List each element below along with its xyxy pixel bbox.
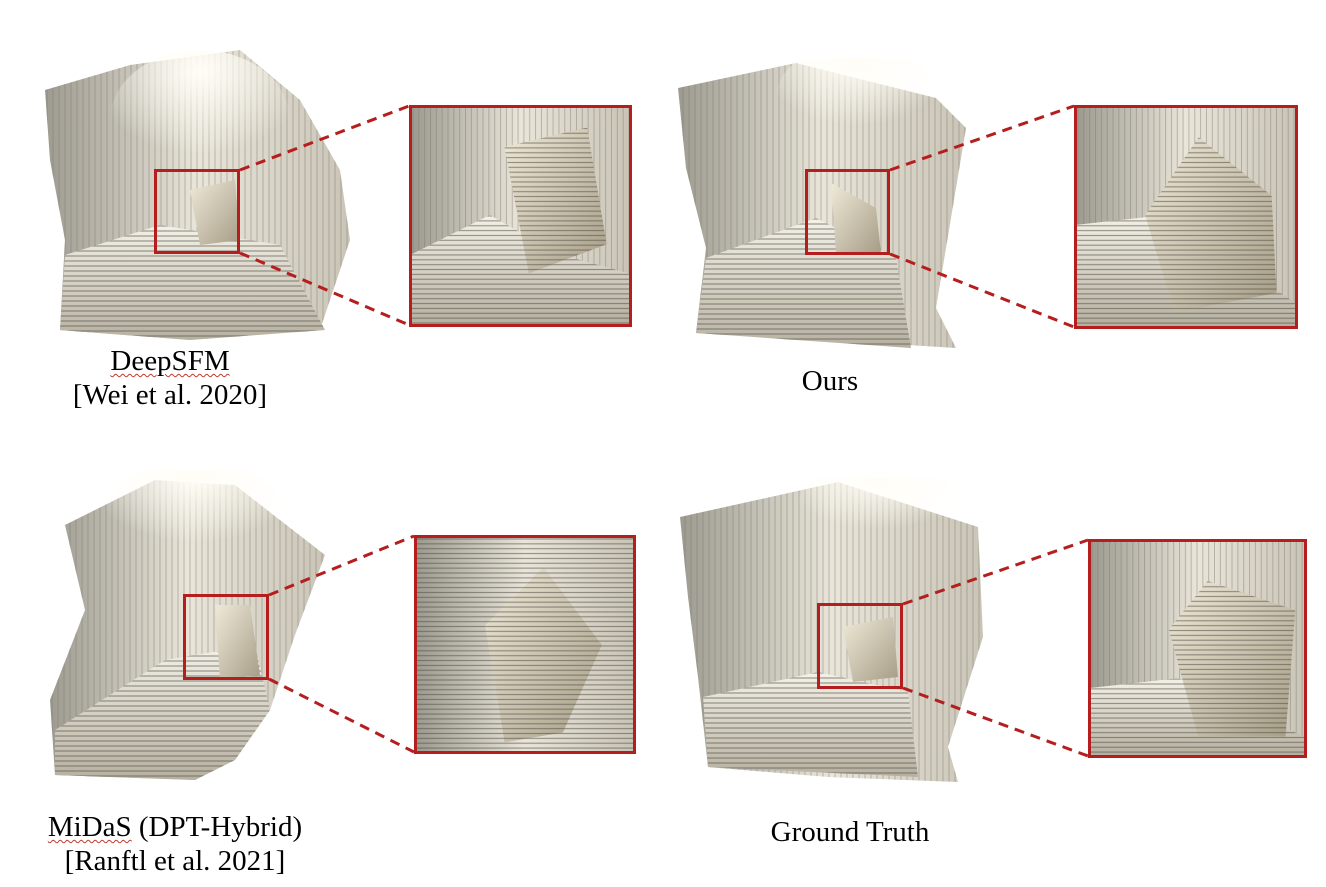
highlight-box-midas [183,594,269,680]
zoom-inset-deepsfm [409,105,632,327]
method-name: DeepSFM [110,345,230,377]
citation: [Wei et al. 2020] [72,379,268,411]
highlight-box-ground-truth [817,603,903,689]
zoom-inset-ground-truth [1088,539,1307,758]
caption-deepsfm: DeepSFM [Wei et al. 2020] [40,344,300,412]
point-cloud-render-midas [45,470,335,785]
method-name: MiDaS [47,811,132,843]
caption-midas: MiDaS (DPT-Hybrid) [Ranftl et al. 2021] [25,810,325,878]
method-name: Ground Truth [770,816,930,848]
method-variant: (DPT-Hybrid) [131,811,303,843]
highlight-box-deepsfm [154,169,240,254]
citation: [Ranftl et al. 2021] [64,845,286,877]
zoom-inset-midas [414,535,636,754]
caption-ours: Ours [730,364,930,398]
caption-ground-truth: Ground Truth [730,815,970,849]
method-name: Ours [801,365,859,397]
zoom-inset-ours [1074,105,1298,329]
highlight-box-ours [805,169,890,255]
